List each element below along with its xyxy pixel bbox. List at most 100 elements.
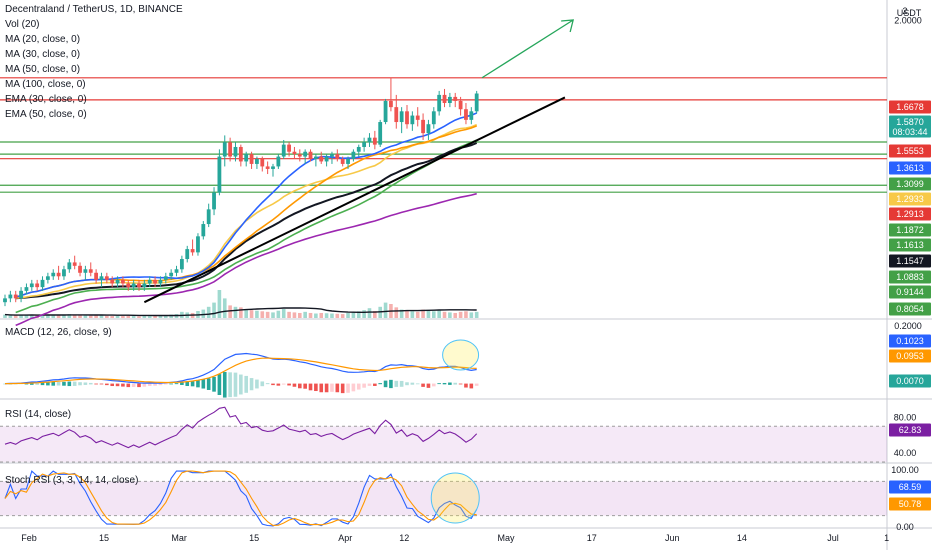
macd-histogram-bar <box>421 383 425 387</box>
volume-bar <box>437 309 441 318</box>
candle-body <box>104 276 109 280</box>
volume-bar <box>83 315 88 318</box>
candle-body <box>378 122 383 145</box>
macd-histogram-bar <box>356 383 361 390</box>
macd-histogram-bar <box>281 383 286 385</box>
volume-bar <box>249 310 254 318</box>
volume-bar <box>88 315 93 318</box>
candle-body <box>201 224 206 237</box>
volume-bar <box>324 313 329 318</box>
macd-histogram-bar <box>72 381 77 386</box>
candle-body <box>458 100 463 110</box>
volume-bar <box>19 314 23 318</box>
stoch-tag-bg <box>889 497 931 511</box>
candle-body <box>421 119 425 134</box>
stoch-band <box>0 481 887 516</box>
volume-bar <box>426 310 431 318</box>
candle-body <box>169 272 174 277</box>
volume-bar <box>78 315 82 318</box>
macd-histogram-bar <box>394 380 399 387</box>
price-tag: 1.1872 <box>896 225 924 235</box>
time-axis-tick: 15 <box>249 533 259 543</box>
volume-bar <box>67 314 72 318</box>
macd-histogram-bar <box>271 383 275 386</box>
macd-histogram-bar <box>110 383 114 387</box>
candle-body <box>324 156 329 162</box>
volume-bar <box>56 314 61 318</box>
rsi-axis-tick: 80.00 <box>894 412 917 422</box>
volume-bar <box>383 302 388 318</box>
macd-histogram-bar <box>244 375 248 393</box>
candle-body <box>67 262 72 270</box>
macd-histogram-bar <box>383 380 388 388</box>
macd-histogram-bar <box>217 374 222 396</box>
macd-histogram-bar <box>88 382 93 385</box>
macd-histogram-bar <box>196 380 200 388</box>
macd-histogram-bar <box>239 374 243 395</box>
candle-body <box>447 96 452 104</box>
macd-histogram-bar <box>35 382 39 385</box>
candle-body <box>174 269 179 273</box>
candle-body <box>19 290 23 299</box>
candle-body <box>238 146 243 162</box>
candle-body <box>271 166 275 169</box>
price-tag-bg <box>889 302 931 316</box>
candle-body <box>147 279 152 284</box>
macd-histogram-bar <box>362 383 366 388</box>
macd-histogram-bar <box>474 383 479 386</box>
candle-body <box>212 192 216 210</box>
macd-signal-line <box>5 357 477 385</box>
macd-tag-bg <box>889 374 931 388</box>
macd-tag: 0.0953 <box>896 351 924 361</box>
volume-bar <box>94 315 98 318</box>
macd-tag: 0.0070 <box>896 376 924 386</box>
macd-histogram-bar <box>432 383 436 387</box>
volume-bar <box>394 307 399 318</box>
candle-body <box>88 269 93 273</box>
macd-histogram-bar <box>233 372 238 397</box>
price-tag-bg <box>889 144 931 158</box>
candle-body <box>94 272 99 280</box>
candle-body <box>185 249 190 260</box>
macd-histogram-bar <box>405 382 409 386</box>
volume-bar <box>153 315 157 318</box>
price-tag: 1.5553 <box>896 146 924 156</box>
macd-histogram-bar <box>115 383 120 387</box>
candle-body <box>399 111 404 123</box>
volume-bar <box>158 315 163 318</box>
stoch-tag: 68.59 <box>899 482 922 492</box>
volume-bar <box>271 312 275 318</box>
volume-bar <box>99 315 104 318</box>
macd-histogram-bar <box>319 383 324 393</box>
price-tag: 1.3613 <box>896 163 924 173</box>
macd-histogram-bar <box>46 382 50 386</box>
candle-body <box>260 158 265 167</box>
volume-ma-line <box>4 307 477 317</box>
candle-body <box>115 279 120 284</box>
macd-histogram-bar <box>265 383 270 385</box>
volume-bar <box>115 315 120 318</box>
volume-bar <box>281 309 286 318</box>
volume-bar <box>121 316 125 318</box>
macd-histogram-bar <box>99 383 104 385</box>
candle-body <box>121 279 125 284</box>
price-tag: 1.2933 <box>896 194 924 204</box>
volume-bar <box>30 314 34 318</box>
candle-body <box>313 156 318 159</box>
volume-bar <box>222 298 227 318</box>
macd-histogram-bar <box>249 378 254 391</box>
macd-histogram-bar <box>464 383 468 388</box>
volume-bar <box>340 314 345 318</box>
volume-bar <box>3 314 7 318</box>
stoch-label: Stoch RSI (3, 3, 14, 14, close) <box>5 475 139 486</box>
time-axis-tick: 15 <box>99 533 109 543</box>
macd-histogram-bar <box>442 382 447 385</box>
macd-histogram-bar <box>260 381 265 387</box>
time-axis-tick: Jun <box>665 533 680 543</box>
rsi-band <box>0 426 887 462</box>
price-tag-bg <box>889 285 931 299</box>
ma100-line <box>15 192 477 327</box>
candle-body <box>383 100 388 123</box>
volume-bar <box>239 307 243 318</box>
